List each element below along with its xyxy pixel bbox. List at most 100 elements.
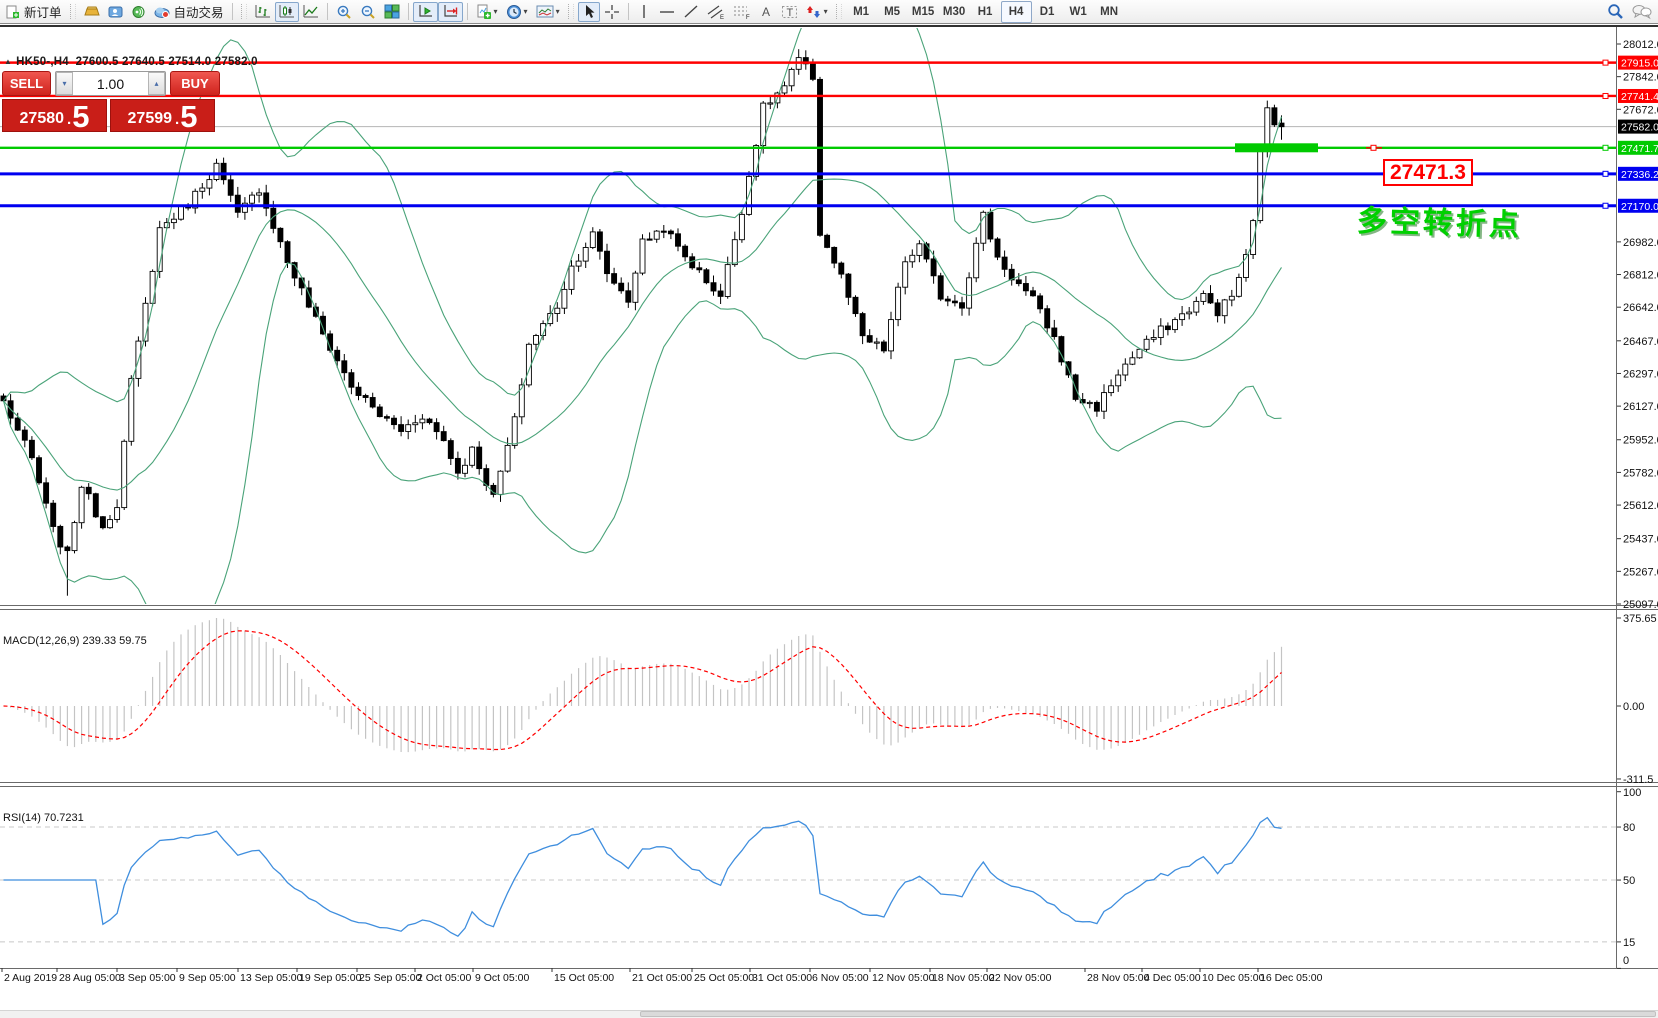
indicators-icon bbox=[477, 4, 491, 19]
timeframe-button-M1[interactable]: M1 bbox=[853, 5, 870, 18]
candle-body bbox=[454, 457, 461, 474]
price-tag bbox=[1618, 198, 1658, 213]
candlestick-chart-button[interactable] bbox=[274, 1, 299, 22]
line-chart-button[interactable] bbox=[299, 2, 323, 22]
trendline-button[interactable] bbox=[679, 2, 703, 22]
candle-body bbox=[114, 507, 121, 520]
autotrading-button[interactable]: 自动交易 bbox=[150, 2, 228, 22]
scrollbar-thumb[interactable] bbox=[640, 1011, 1656, 1017]
candle-body bbox=[341, 360, 348, 374]
signals-button[interactable] bbox=[127, 2, 150, 22]
sell-button[interactable]: SELL bbox=[2, 71, 51, 96]
candle-body bbox=[1001, 256, 1008, 270]
candle-body bbox=[554, 307, 561, 314]
text-label-button[interactable]: T bbox=[777, 2, 802, 22]
chart-shift-icon bbox=[443, 5, 457, 17]
timeframe-button-M5[interactable]: M5 bbox=[884, 5, 901, 18]
pivot-highlight-segment[interactable] bbox=[1235, 143, 1318, 153]
timeframe-button-D1[interactable]: D1 bbox=[1039, 5, 1055, 18]
rsi-line bbox=[3, 816, 1282, 938]
arrows-button[interactable]: ▾ bbox=[802, 2, 832, 22]
bollinger-middle bbox=[3, 178, 1282, 491]
horizontal-scrollbar[interactable] bbox=[0, 1010, 1658, 1018]
collapse-icon[interactable]: ▲ bbox=[4, 57, 13, 66]
zoom-in-button[interactable] bbox=[332, 2, 356, 22]
volume-stepper: ▾ 1.00 ▴ bbox=[55, 71, 166, 96]
chart-shift-button[interactable] bbox=[437, 1, 463, 22]
candle-body bbox=[369, 397, 376, 408]
new-order-button[interactable]: 新订单 bbox=[2, 2, 66, 22]
candle-body bbox=[852, 296, 859, 315]
bar-chart-button[interactable] bbox=[251, 2, 275, 22]
vertical-line-icon bbox=[642, 5, 645, 18]
candle-body bbox=[50, 502, 57, 527]
candle-body bbox=[1235, 277, 1242, 297]
candle-body bbox=[696, 267, 703, 271]
pivot-price-label[interactable]: 27471.3 bbox=[1383, 159, 1473, 186]
price-tick-label: 26127.0 bbox=[1623, 401, 1658, 413]
annotation-note[interactable]: 多空转折点 bbox=[1356, 204, 1523, 243]
sell-price[interactable]: 27580. 5 bbox=[2, 99, 107, 132]
fibonacci-button[interactable]: F bbox=[729, 2, 755, 22]
candle-body bbox=[419, 418, 426, 424]
candle-body bbox=[142, 302, 149, 342]
macd-tick-label: -311.5 bbox=[1623, 774, 1653, 786]
candle-body bbox=[1101, 392, 1107, 412]
horizontal-line-button[interactable] bbox=[655, 2, 679, 22]
templates-button[interactable]: ▾ bbox=[532, 2, 564, 22]
candle-body bbox=[398, 424, 405, 432]
zoom-out-button[interactable] bbox=[356, 2, 380, 22]
candle-body bbox=[1271, 107, 1278, 126]
crosshair-button[interactable] bbox=[600, 2, 624, 22]
timeframe-button-M30[interactable]: M30 bbox=[942, 5, 966, 18]
toolbar-separator bbox=[326, 3, 328, 20]
timeframe-button-W1[interactable]: W1 bbox=[1069, 5, 1087, 18]
search-button[interactable] bbox=[1603, 2, 1628, 22]
timeframe-button-M15[interactable]: M15 bbox=[911, 5, 935, 18]
time-label: 13 Sep 05:00 bbox=[240, 972, 303, 984]
chat-button[interactable] bbox=[1628, 2, 1656, 22]
candle-body bbox=[767, 102, 774, 105]
price-tag-value: 27582.0 bbox=[1621, 122, 1658, 134]
macd-tick-label: 375.65 bbox=[1623, 613, 1657, 625]
macd-tick-label: 0.00 bbox=[1623, 701, 1644, 713]
cursor-button[interactable] bbox=[577, 1, 600, 22]
buy-price-main: 27599 bbox=[127, 110, 173, 127]
candle-body bbox=[21, 429, 28, 441]
indicators-button[interactable]: ▾ bbox=[472, 2, 502, 22]
volume-increase-button[interactable]: ▴ bbox=[148, 72, 165, 95]
vertical-line-button[interactable] bbox=[633, 2, 655, 22]
text-button[interactable]: A bbox=[755, 2, 777, 22]
clock-icon bbox=[506, 4, 521, 19]
candle-body bbox=[1186, 311, 1193, 315]
timeframe-button-H4[interactable]: H4 bbox=[1000, 0, 1032, 23]
buy-price[interactable]: 27599. 5 bbox=[110, 99, 215, 132]
candle-body bbox=[866, 335, 873, 343]
search-icon bbox=[1608, 4, 1623, 19]
symbol-period: HK50-,H4 bbox=[16, 56, 69, 68]
candle-body bbox=[1129, 357, 1136, 365]
candle-body bbox=[383, 416, 390, 419]
toolbar: 新订单 自动交易 ▾ ▾ bbox=[0, 0, 1658, 24]
tile-windows-button[interactable] bbox=[380, 2, 404, 22]
volume-value[interactable]: 1.00 bbox=[96, 75, 125, 92]
buy-button[interactable]: BUY bbox=[170, 71, 220, 96]
channel-button[interactable]: E bbox=[703, 2, 729, 22]
rsi-tick-label: 80 bbox=[1623, 822, 1635, 834]
candle-body bbox=[987, 211, 994, 240]
price-tick-label: 25267.0 bbox=[1623, 566, 1658, 578]
price-line-end-marker bbox=[1602, 144, 1609, 151]
candle-body bbox=[1228, 295, 1235, 301]
periods-button[interactable]: ▾ bbox=[502, 2, 532, 22]
metaeditor-button[interactable] bbox=[80, 2, 104, 22]
candle-body bbox=[582, 247, 589, 262]
candle-body bbox=[966, 277, 973, 309]
timeframe-button-H1[interactable]: H1 bbox=[977, 5, 993, 18]
volume-decrease-button[interactable]: ▾ bbox=[56, 72, 73, 95]
candle-body bbox=[263, 192, 270, 209]
candle-body bbox=[575, 260, 582, 267]
community-button[interactable] bbox=[104, 2, 127, 22]
timeframe-button-MN[interactable]: MN bbox=[1100, 5, 1119, 18]
auto-scroll-button[interactable] bbox=[412, 1, 438, 22]
autotrading-icon bbox=[154, 7, 170, 18]
